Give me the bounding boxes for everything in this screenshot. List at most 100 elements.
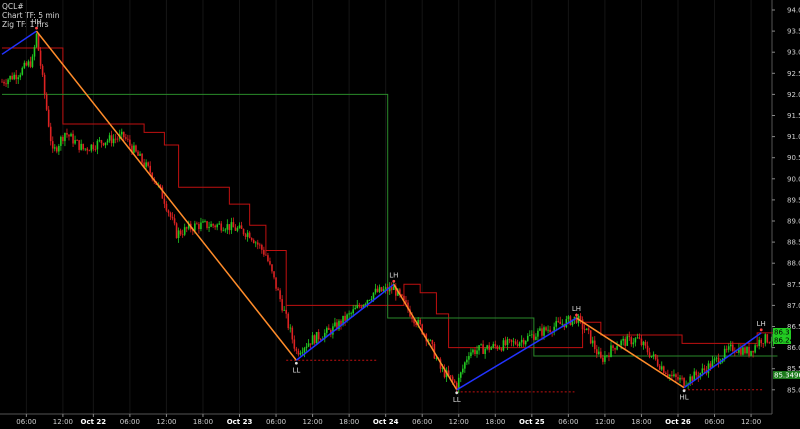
x-tick-label: 12:00 — [302, 418, 322, 426]
candle-body — [82, 143, 84, 150]
candle-body — [141, 153, 143, 163]
candle-body — [181, 234, 184, 236]
candle-body — [56, 147, 58, 152]
candle-body — [660, 366, 663, 370]
candle-body — [265, 254, 267, 256]
candle-body — [206, 221, 208, 228]
candle-body — [149, 165, 151, 173]
swing-label-ll: LL — [292, 366, 300, 374]
candle-body — [236, 228, 239, 231]
candle-body — [388, 286, 391, 292]
candle-body — [545, 327, 547, 331]
candle-body — [689, 376, 691, 384]
candle-body — [372, 292, 375, 299]
candle-body — [35, 33, 38, 47]
candle-body — [421, 324, 424, 335]
candle-body — [378, 287, 381, 292]
x-tick-label: Oct 24 — [373, 418, 399, 426]
candle-body — [307, 343, 310, 347]
y-tick-label: 87.0 — [787, 302, 800, 310]
candle-body — [330, 329, 332, 335]
candle-body — [376, 288, 379, 292]
candle-body — [129, 139, 131, 146]
zigzag-down-leg — [576, 317, 685, 389]
candle-body — [675, 374, 677, 377]
candle-body — [123, 131, 125, 138]
candle-body — [654, 354, 657, 360]
candle-body — [579, 315, 582, 320]
candle-body — [543, 327, 545, 336]
candle-body — [334, 322, 336, 327]
candle-body — [248, 232, 251, 238]
candle-body — [492, 344, 495, 348]
candle-body — [281, 299, 283, 311]
zigzag-up-leg — [456, 317, 577, 391]
candle-body — [96, 140, 99, 150]
resistance-line — [2, 47, 778, 349]
candle-body — [13, 74, 15, 80]
candle-body — [750, 350, 752, 356]
swing-marker — [294, 361, 298, 365]
candle-body — [764, 334, 767, 344]
candle-body — [464, 362, 466, 369]
y-tick-label: 89.5 — [787, 196, 800, 204]
candle-body — [770, 341, 773, 343]
candle-body — [496, 346, 499, 349]
candle-body — [283, 309, 285, 311]
candle-body — [636, 337, 639, 339]
candle-body — [693, 371, 696, 382]
candle-body — [33, 46, 36, 57]
candle-body — [506, 339, 509, 346]
candle-body — [508, 339, 511, 341]
swing-marker — [35, 26, 38, 30]
candle-body — [92, 144, 95, 150]
candle-body — [58, 145, 60, 152]
candle-body — [652, 354, 655, 356]
candle-body — [169, 212, 172, 217]
candle-body — [161, 187, 164, 199]
candle-body — [350, 313, 352, 314]
candle-body — [9, 75, 11, 80]
candle-body — [484, 348, 486, 354]
candle-body — [748, 346, 750, 356]
y-tick-label: 91.5 — [787, 112, 800, 120]
y-tick-label: 88.5 — [787, 239, 800, 247]
candle-body — [413, 318, 415, 324]
candle-body — [362, 305, 365, 308]
candle-body — [453, 380, 456, 383]
price-badge-label: 85.3496 — [774, 372, 800, 380]
candle-body — [581, 319, 584, 330]
y-tick-label: 86.5 — [787, 323, 800, 331]
candle-body — [159, 184, 162, 188]
candle-body — [717, 357, 720, 364]
x-tick-label: 18:00 — [631, 418, 651, 426]
swing-label-hh: HH — [31, 18, 42, 26]
candle-body — [230, 222, 233, 231]
y-axis-ticks: 85.0 85.5 86.0 86.5 87.0 87.5 88.0 88.5 89.0 89.5… — [772, 7, 800, 394]
candle-body — [752, 350, 754, 353]
swing-marker — [392, 279, 396, 283]
zigzag-up-leg — [683, 332, 762, 389]
swing-marker — [575, 313, 578, 317]
x-tick-label: 18:00 — [485, 418, 505, 426]
candle-body — [250, 237, 253, 241]
candle-body — [41, 65, 44, 75]
candle-body — [200, 222, 202, 230]
candle-body — [43, 74, 46, 95]
candle-body — [348, 313, 350, 315]
candle-body — [510, 339, 513, 342]
candle-body — [610, 345, 612, 357]
candle-body — [7, 79, 9, 85]
candle-body — [346, 314, 348, 321]
y-tick-label: 94.0 — [787, 7, 800, 15]
candle-body — [131, 145, 133, 153]
candle-body — [216, 224, 218, 228]
candle-body — [535, 336, 537, 340]
candle-body — [175, 223, 178, 239]
candle-body — [80, 143, 82, 150]
candle-body — [701, 368, 704, 374]
candle-body — [390, 286, 393, 291]
candle-body — [285, 309, 287, 314]
candle-body — [382, 289, 385, 292]
